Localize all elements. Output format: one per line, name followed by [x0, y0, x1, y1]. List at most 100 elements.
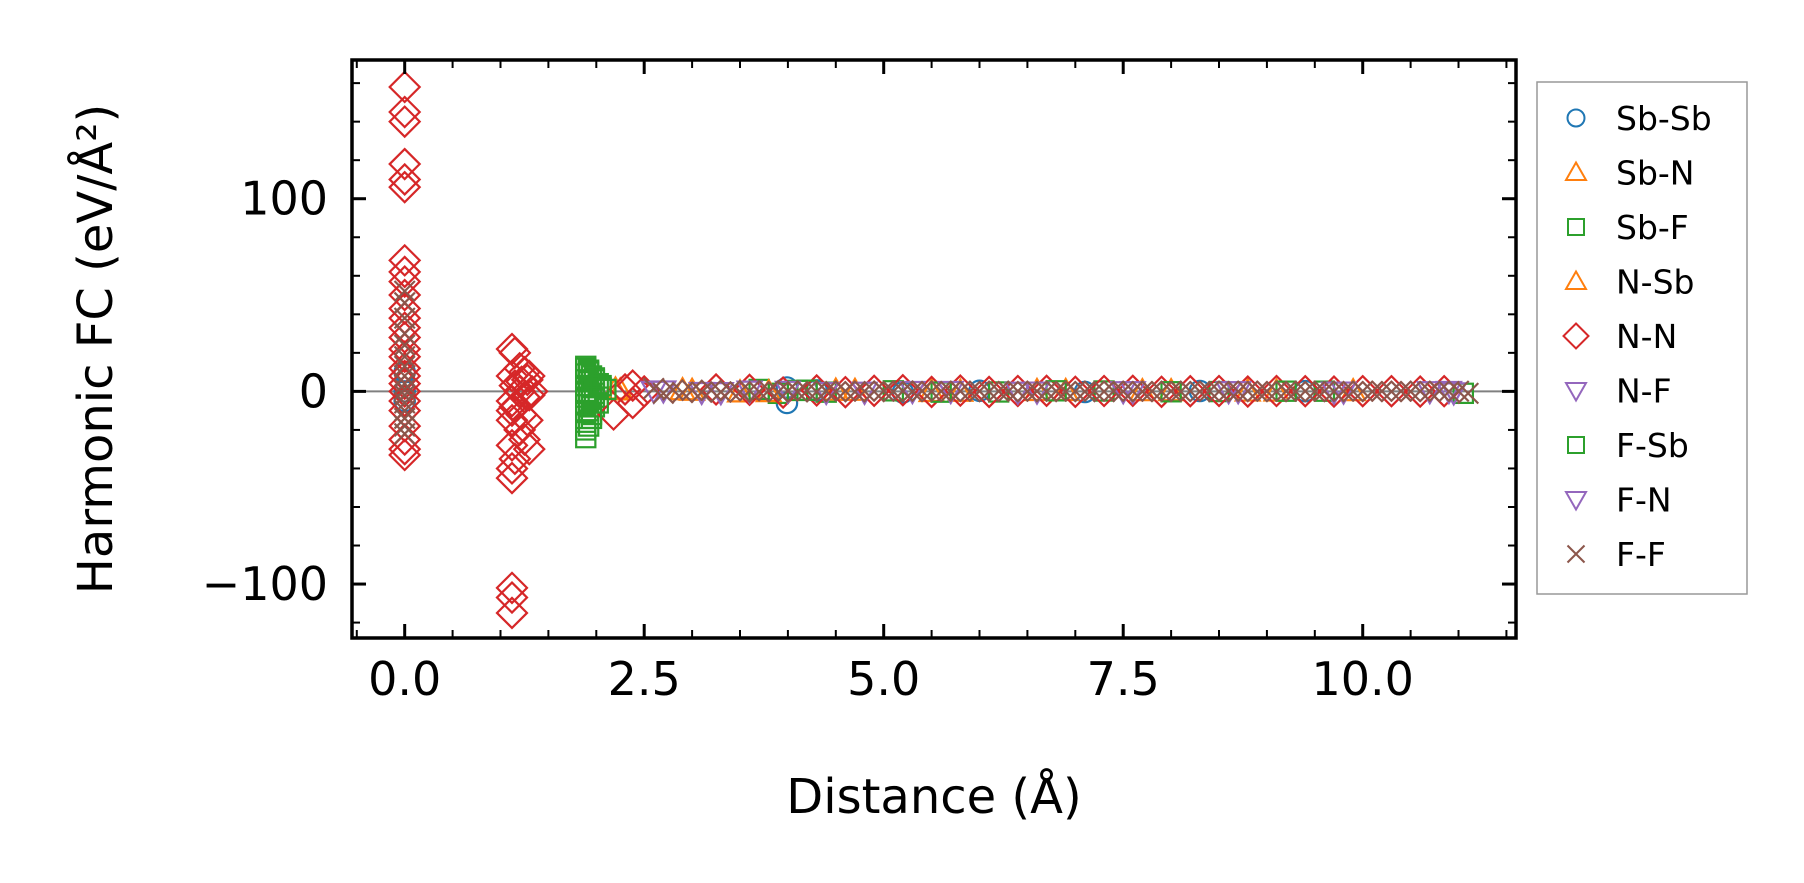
data-point: [1188, 380, 1211, 403]
scatter-points-layer: [388, 70, 1480, 630]
legend-item-f-f: F-F: [1566, 535, 1666, 574]
legend-item-f-sb: F-Sb: [1567, 426, 1689, 465]
legend-item-n-sb: N-Sb: [1564, 263, 1695, 302]
data-point: [800, 373, 834, 407]
data-point: [1294, 380, 1317, 403]
data-point: [997, 380, 1020, 403]
data-point: [949, 380, 972, 403]
data-point: [901, 380, 924, 403]
data-point: [863, 380, 886, 403]
data-point: [1131, 380, 1154, 403]
data-point: [1259, 374, 1294, 408]
legend-marker: [1564, 382, 1588, 403]
data-point: [1437, 380, 1460, 403]
y-axis-label: Harmonic FC (eV/Å²): [67, 104, 124, 594]
legend-marker: [1562, 322, 1590, 350]
data-point: [393, 415, 416, 438]
axis-ticks-layer: [352, 60, 1516, 638]
data-point: [393, 291, 416, 314]
data-point: [639, 380, 668, 406]
data-point: [1121, 380, 1144, 403]
data-point: [1457, 382, 1480, 405]
data-point: [671, 381, 694, 404]
data-point: [1217, 380, 1240, 403]
data-point: [1227, 380, 1250, 403]
data-point: [393, 407, 416, 430]
data-point: [388, 367, 422, 401]
legend-marker: [1564, 160, 1588, 181]
legend-label: Sb-F: [1616, 208, 1689, 247]
data-point: [388, 438, 422, 472]
x-axis-label: Distance (Å): [786, 768, 1081, 825]
data-point: [388, 170, 422, 204]
y-tick-label: −100: [202, 557, 328, 611]
y-tick-label: 0: [299, 364, 328, 418]
data-point: [882, 380, 905, 403]
data-point: [930, 380, 953, 403]
legend-frame: [1536, 81, 1748, 595]
data-point: [690, 381, 713, 404]
data-point: [1418, 380, 1441, 403]
legend-marker: [1567, 436, 1585, 454]
data-point: [1390, 380, 1413, 403]
data-point: [1112, 380, 1135, 403]
data-point: [815, 380, 838, 402]
x-tick-label: 5.0: [847, 652, 920, 706]
data-point: [853, 380, 876, 403]
data-point: [1303, 380, 1326, 403]
data-point: [388, 70, 422, 104]
data-point: [857, 374, 891, 408]
data-point: [786, 380, 809, 403]
data-point: [393, 345, 416, 368]
data-point: [388, 95, 422, 129]
data-point: [911, 380, 934, 402]
data-point: [872, 380, 895, 402]
data-point: [1428, 380, 1451, 403]
data-point: [495, 571, 529, 605]
data-point: [767, 380, 790, 403]
legend-item-sb-n: Sb-N: [1564, 154, 1695, 193]
data-point: [1284, 380, 1307, 403]
legend: Sb-Sb Sb-N Sb-F N-Sb N-N N-F F-Sb F-N F-F: [1536, 81, 1748, 595]
data-point: [1030, 374, 1064, 408]
data-point: [1016, 380, 1039, 403]
data-point: [1380, 380, 1403, 403]
data-point: [495, 461, 529, 495]
data-point: [1102, 380, 1125, 403]
legend-label: F-F: [1616, 535, 1666, 574]
legend-item-sb-sb: Sb-Sb: [1566, 99, 1712, 138]
data-point: [388, 384, 422, 418]
data-point: [388, 162, 422, 197]
legend-label: F-N: [1616, 481, 1672, 520]
data-point: [393, 399, 416, 422]
data-point: [595, 378, 617, 401]
data-point: [393, 372, 416, 395]
data-point: [507, 422, 542, 457]
data-point: [388, 243, 422, 277]
data-point: [796, 379, 819, 402]
data-point: [507, 380, 542, 414]
data-point: [1006, 380, 1029, 403]
data-point: [388, 340, 422, 374]
legend-marker: [1566, 108, 1586, 128]
data-point: [495, 580, 529, 615]
data-point: [388, 147, 422, 181]
legend-label: N-F: [1616, 372, 1672, 411]
data-point: [616, 369, 650, 403]
data-point: [388, 255, 422, 289]
legend-label: Sb-Sb: [1616, 99, 1712, 138]
data-point: [512, 359, 546, 393]
data-point: [1265, 380, 1288, 403]
legend-item-sb-f: Sb-F: [1567, 208, 1689, 247]
data-point: [393, 280, 416, 303]
data-point: [1322, 380, 1345, 403]
y-tick-label: 100: [240, 172, 328, 226]
data-point: [1144, 375, 1179, 409]
data-point: [1054, 380, 1077, 403]
data-point: [886, 373, 920, 407]
data-point: [512, 432, 546, 466]
data-point: [987, 380, 1010, 403]
x-tick-label: 0.0: [368, 652, 441, 706]
data-point: [776, 380, 799, 402]
